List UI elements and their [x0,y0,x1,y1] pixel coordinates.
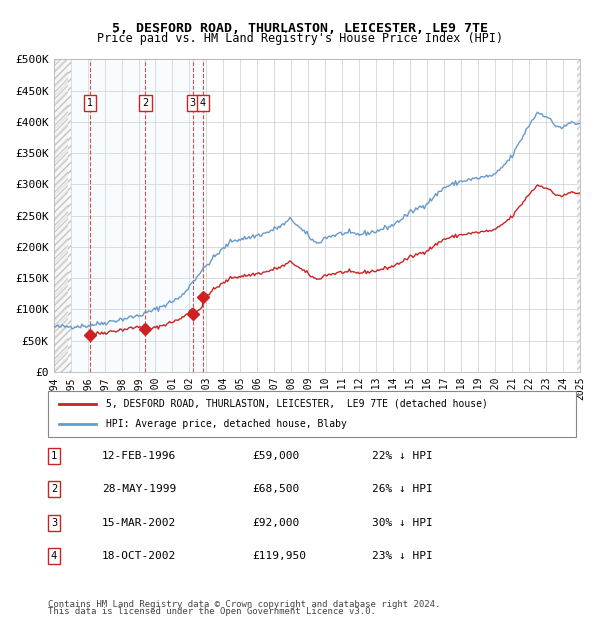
FancyBboxPatch shape [48,391,576,437]
Text: 22% ↓ HPI: 22% ↓ HPI [372,451,433,461]
Text: 18-OCT-2002: 18-OCT-2002 [102,551,176,561]
Text: 12-FEB-1996: 12-FEB-1996 [102,451,176,461]
Bar [68,60,89,372]
Text: 23% ↓ HPI: 23% ↓ HPI [372,551,433,561]
Text: 5, DESFORD ROAD, THURLASTON, LEICESTER, LE9 7TE: 5, DESFORD ROAD, THURLASTON, LEICESTER, … [112,22,488,35]
Text: 5, DESFORD ROAD, THURLASTON, LEICESTER,  LE9 7TE (detached house): 5, DESFORD ROAD, THURLASTON, LEICESTER, … [106,399,488,409]
Text: 15-MAR-2002: 15-MAR-2002 [102,518,176,528]
Text: £68,500: £68,500 [252,484,299,494]
Text: Contains HM Land Registry data © Crown copyright and database right 2024.: Contains HM Land Registry data © Crown c… [48,600,440,609]
Text: 4: 4 [200,98,206,108]
Text: This data is licensed under the Open Government Licence v3.0.: This data is licensed under the Open Gov… [48,607,376,616]
Text: 2: 2 [142,98,149,108]
Text: 2: 2 [51,484,57,494]
Text: Price paid vs. HM Land Registry's House Price Index (HPI): Price paid vs. HM Land Registry's House … [97,32,503,45]
Text: 28-MAY-1999: 28-MAY-1999 [102,484,176,494]
Text: 3: 3 [51,518,57,528]
Bar [89,60,145,372]
Text: 1: 1 [51,451,57,461]
Bar [193,60,203,372]
Text: 26% ↓ HPI: 26% ↓ HPI [372,484,433,494]
Bar [145,60,193,372]
Text: 30% ↓ HPI: 30% ↓ HPI [372,518,433,528]
Text: 3: 3 [190,98,196,108]
Text: 1: 1 [86,98,92,108]
Text: £119,950: £119,950 [252,551,306,561]
Text: HPI: Average price, detached house, Blaby: HPI: Average price, detached house, Blab… [106,419,347,429]
Text: £92,000: £92,000 [252,518,299,528]
Text: £59,000: £59,000 [252,451,299,461]
Text: 4: 4 [51,551,57,561]
